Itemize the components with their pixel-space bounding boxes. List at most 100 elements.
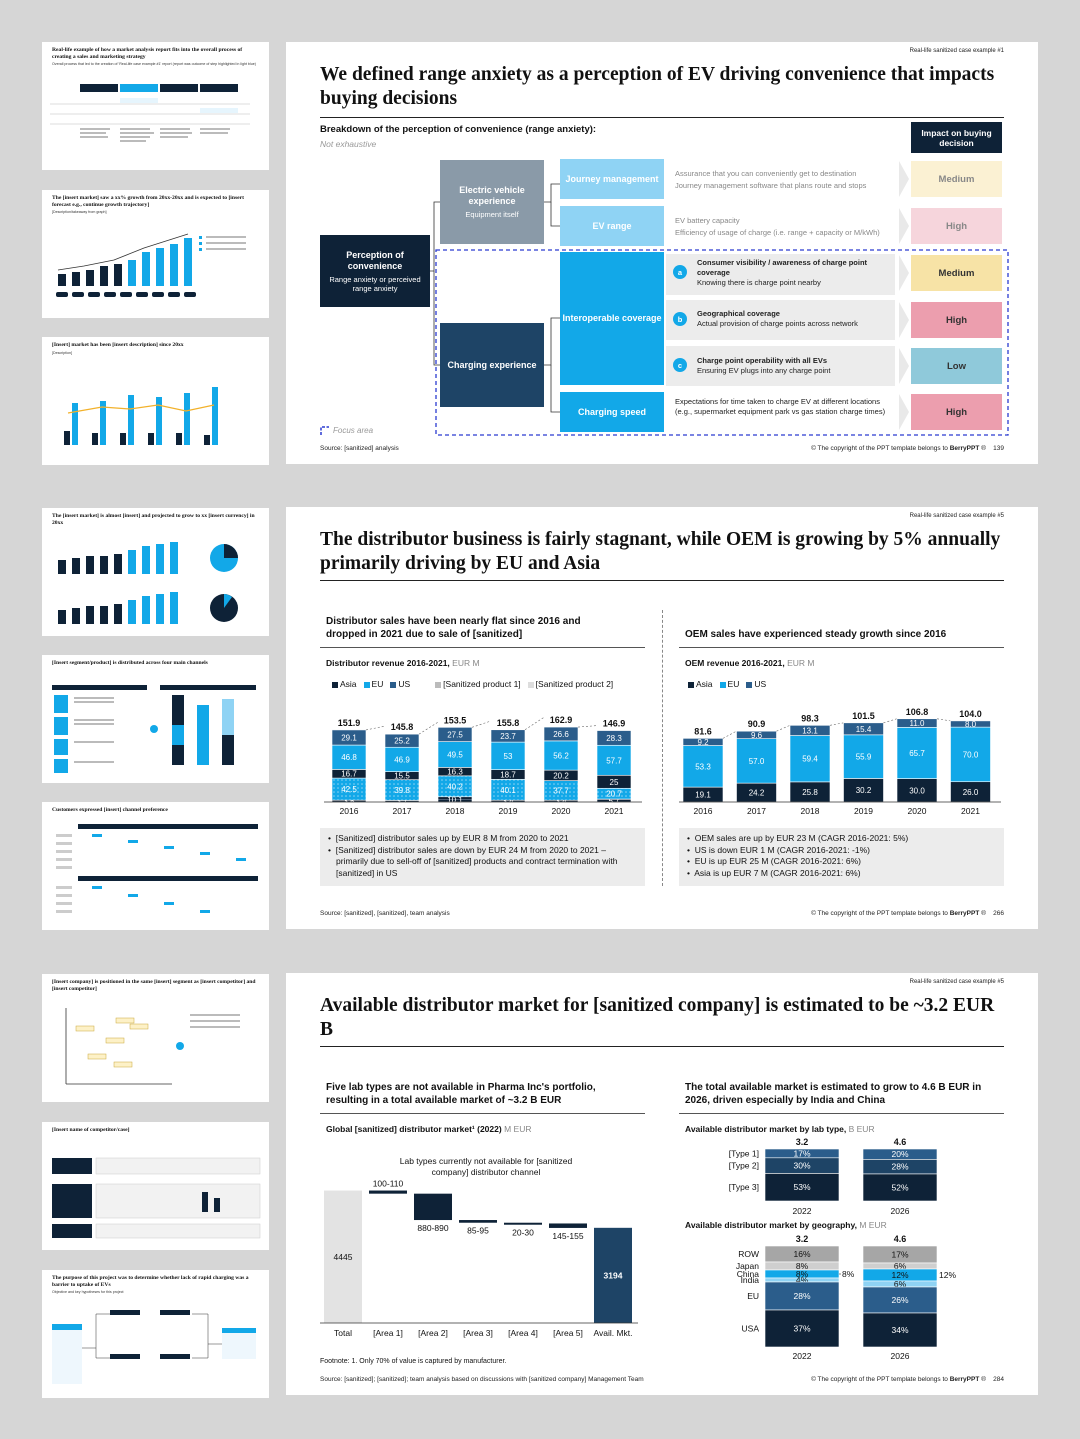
connector-line [776, 725, 791, 732]
x-tick-label: [Area 3] [463, 1328, 493, 1338]
right-headline: The total available market is estimated … [685, 1082, 982, 1106]
left-headline: Five lab types are not available in Phar… [326, 1082, 596, 1106]
segment-label: 19.1 [695, 791, 711, 800]
waterfall-value-label: 145-155 [552, 1231, 583, 1241]
source-note: Source: [sanitized]; [sanitized]; team a… [320, 1376, 644, 1383]
slide-title: The distributor business is fairly stagn… [320, 529, 1001, 574]
segment-label: 28% [891, 1162, 908, 1172]
x-tick-label: Avail. Mkt. [593, 1328, 632, 1338]
x-tick-label: 2021 [961, 806, 980, 816]
x-tick-label: 2022 [793, 1206, 812, 1216]
segment-label: 15.4 [856, 725, 872, 734]
segment-label: 20% [891, 1149, 908, 1159]
row-b-title: Geographical coverage [697, 309, 780, 318]
slide-distributor-oem: Real-life sanitized case example #5 The … [286, 507, 1038, 929]
chevron-5 [899, 348, 909, 384]
left-chart-unit: EUR M [452, 658, 480, 668]
segment-label: 26.6 [553, 730, 569, 739]
marker-a: a [673, 265, 687, 279]
thumb-title: The [insert market] saw a xx% growth fro… [52, 195, 244, 208]
waterfall-bar [549, 1223, 587, 1228]
breakdown-subtitle: Breakdown of the perception of convenien… [320, 124, 597, 135]
left-headline: Distributor sales have been nearly flat … [326, 616, 581, 640]
bar-segment-eu [596, 744, 632, 776]
thumbnail-slide-9[interactable]: The purpose of this project was to deter… [42, 1270, 269, 1398]
x-tick-label: 2019 [854, 806, 873, 816]
thumb-title: [Insert name of competitor/case] [52, 1127, 130, 1133]
segment-label: 16.3 [447, 768, 463, 777]
row-b-sub: Actual provision of charge points across… [697, 319, 858, 328]
slide-range-anxiety: Real-life sanitized case example #1 We d… [286, 42, 1038, 464]
right-chart-title: OEM revenue 2016-2021, [685, 658, 785, 668]
thumbnail-slide-7[interactable]: [Insert company] is positioned in the sa… [42, 974, 269, 1102]
range-desc-2: Efficiency of usage of charge (i.e. rang… [675, 228, 880, 237]
bar-segment-us [682, 738, 724, 746]
segment-label: 26.0 [963, 788, 979, 797]
bar-segment-eu [331, 744, 367, 770]
journey-desc-1: Assurance that you can conveniently get … [675, 169, 857, 178]
impact-header: Impact on buying decision [911, 122, 1002, 153]
labtype-chart-title: Available distributor market by lab type… [685, 1124, 847, 1134]
segment-label: 40.1 [500, 786, 516, 795]
impact-visibility: Medium [911, 255, 1002, 291]
waterfall-bar [324, 1190, 362, 1323]
bar-segment-us [437, 727, 473, 742]
x-tick-label: 2017 [747, 806, 766, 816]
segment-label: 25.8 [802, 788, 818, 797]
mini-hypothesis-tree [52, 1310, 256, 1384]
legend-product-2: [Sanitized product 2] [535, 679, 614, 689]
bar-segment-type3 [764, 1173, 840, 1202]
page-number: 284 [993, 1376, 1004, 1383]
x-tick-label: 2018 [801, 806, 820, 816]
mini-charts [58, 542, 238, 624]
legend-eu: EU [727, 679, 740, 689]
series-label: Japan [736, 1261, 759, 1271]
row-c-bg [666, 346, 895, 386]
thumbnail-slide-4[interactable]: The [insert market] is almost [insert] a… [42, 508, 269, 636]
bar-segment-us [543, 726, 579, 742]
series-label: China [737, 1269, 759, 1279]
bar-segment-us [789, 725, 831, 736]
segment-label: 57.0 [749, 757, 765, 766]
segment-label: 9.2 [697, 738, 709, 747]
series-label: EU [747, 1291, 759, 1301]
segment-label: 59.4 [802, 755, 818, 764]
right-chart-unit: EUR M [787, 658, 815, 668]
segment-label: 39.8 [394, 786, 410, 795]
geography-chart: 3.2 16% ROW 8% Japan 8% China 4% India 28% EU 37% US… [736, 1234, 957, 1361]
right-bullets: • OEM sales are up by EUR 23 M (CAGR 201… [679, 828, 1004, 886]
focus-area-icon [320, 426, 329, 435]
source-note: Source: [sanitized] analysis [320, 445, 399, 452]
bar-segment-eu [490, 741, 526, 770]
x-tick-label: 2020 [908, 806, 927, 816]
connector-line [418, 721, 439, 735]
thumbnail-slide-3[interactable]: [Insert] market has been [insert descrip… [42, 337, 269, 465]
charging-speed-node: Charging speed [560, 392, 664, 432]
segment-label: 8% [796, 1261, 809, 1271]
chevron-6 [899, 394, 909, 430]
connector-line [471, 720, 492, 728]
footnote: Footnote: 1. Only 70% of value is captur… [320, 1358, 507, 1365]
x-tick-label: 2016 [694, 806, 713, 816]
mini-positioning-map [65, 1008, 240, 1085]
segment-label: 56.2 [553, 752, 569, 761]
total-label: 81.6 [694, 726, 712, 736]
x-tick-label: 2019 [499, 806, 518, 816]
interoperable-coverage-node: Interoperable coverage [560, 252, 664, 385]
thumbnail-slide-1[interactable]: Real-life example of how a market analys… [42, 42, 269, 170]
total-label: 145.8 [391, 722, 414, 732]
thumb-subtitle: Objective and key hypotheses for this pr… [52, 1290, 124, 1294]
thumbnail-slide-8[interactable]: [Insert name of competitor/case] [42, 1122, 269, 1250]
marker-b: b [673, 312, 687, 326]
impact-journey: Medium [911, 161, 1002, 197]
thumbnail-slide-6[interactable]: Customers expressed [insert] channel pre… [42, 802, 269, 930]
geo-chart-unit: M EUR [859, 1220, 887, 1230]
thumbnail-slide-5[interactable]: [Insert segment/product] is distributed … [42, 655, 269, 783]
page-number: 266 [993, 910, 1004, 917]
segment-label: 29.1 [341, 733, 357, 742]
range-desc-1: EV battery capacity [675, 216, 740, 225]
impact-charging-speed: High [911, 394, 1002, 430]
total-label: 155.8 [497, 718, 520, 728]
thumbnail-slide-2[interactable]: The [insert market] saw a xx% growth fro… [42, 190, 269, 318]
connector-line [722, 730, 737, 739]
